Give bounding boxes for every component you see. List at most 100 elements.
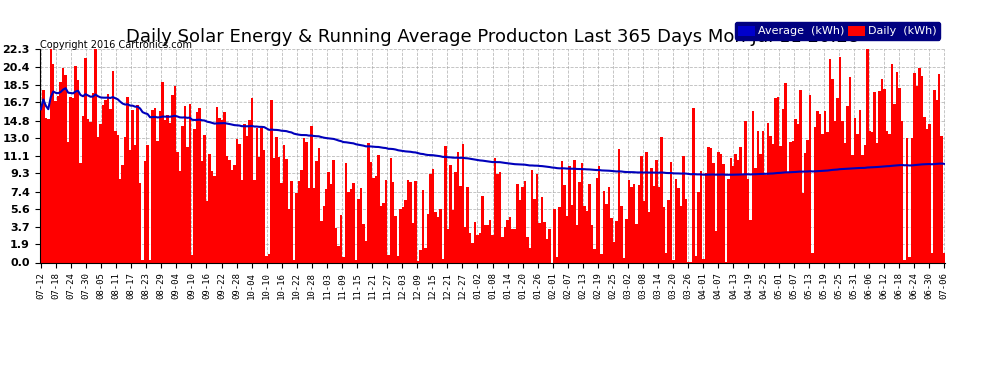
Bar [817,111,819,262]
Bar [710,148,712,262]
Bar [730,158,732,262]
Bar [456,152,459,262]
Bar [638,185,641,262]
Bar [744,121,746,262]
Bar [727,178,730,262]
Bar [777,97,779,262]
Bar [77,80,79,262]
Bar [591,225,593,262]
Bar [541,197,544,262]
Bar [863,146,866,262]
Bar [112,71,114,262]
Bar [764,175,767,262]
Bar [87,119,89,262]
Bar [144,161,147,262]
Bar [626,219,628,262]
Bar [861,155,863,262]
Bar [740,147,742,262]
Bar [516,184,519,262]
Bar [797,124,799,262]
Bar [754,168,756,262]
Bar [461,144,464,262]
Bar [672,260,675,262]
Bar [680,207,682,262]
Bar [163,120,166,262]
Bar [692,108,695,262]
Bar [72,98,74,262]
Bar [454,172,456,262]
Bar [940,136,942,262]
Bar [580,163,583,262]
Bar [476,235,479,262]
Bar [526,237,529,262]
Bar [650,168,652,262]
Bar [573,160,575,262]
Bar [449,165,451,262]
Bar [241,180,244,262]
Bar [206,201,208,262]
Bar [596,178,598,262]
Bar [529,248,531,262]
Bar [320,220,323,262]
Bar [359,189,362,262]
Bar [313,188,315,262]
Bar [114,131,117,262]
Bar [79,163,82,262]
Bar [255,128,258,262]
Bar [466,187,469,262]
Bar [720,154,722,262]
Bar [509,217,511,262]
Bar [407,180,410,262]
Bar [325,189,328,262]
Bar [213,176,216,262]
Bar [524,182,526,262]
Bar [283,146,285,262]
Bar [158,111,161,262]
Bar [923,117,926,262]
Bar [445,146,446,262]
Bar [481,196,484,262]
Bar [799,90,802,262]
Bar [784,83,787,262]
Bar [531,170,534,262]
Bar [168,123,171,262]
Bar [819,114,822,262]
Bar [405,200,407,262]
Bar [295,194,298,262]
Bar [330,184,333,262]
Bar [94,49,97,262]
Bar [623,258,626,262]
Bar [756,131,759,262]
Bar [641,156,643,262]
Bar [628,180,631,262]
Bar [772,144,774,262]
Bar [211,171,213,262]
Bar [737,160,740,262]
Bar [50,49,52,262]
Bar [575,225,578,262]
Bar [248,120,250,262]
Bar [633,184,636,262]
Bar [901,122,903,262]
Bar [369,162,372,262]
Bar [151,110,153,262]
Bar [611,218,613,262]
Bar [898,88,901,262]
Bar [178,171,181,262]
Bar [667,200,670,262]
Bar [99,124,102,262]
Bar [104,100,107,262]
Bar [636,224,638,262]
Bar [565,216,568,262]
Bar [268,254,270,262]
Bar [858,110,861,262]
Bar [769,136,772,262]
Bar [842,120,843,262]
Bar [432,169,435,262]
Bar [608,186,611,262]
Bar [422,190,425,262]
Bar [198,108,201,262]
Bar [501,237,504,262]
Bar [119,179,122,262]
Bar [338,246,340,262]
